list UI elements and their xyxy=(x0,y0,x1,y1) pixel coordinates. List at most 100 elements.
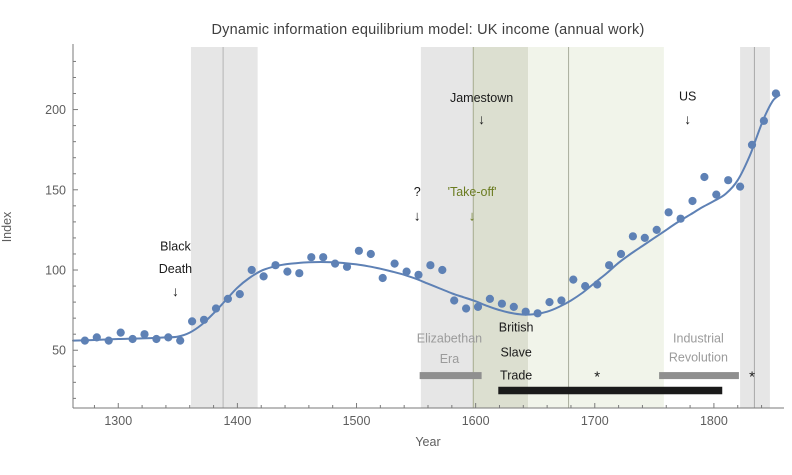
data-point xyxy=(116,328,125,337)
annotation-black-death: Black xyxy=(160,239,191,253)
data-point xyxy=(176,336,185,345)
data-point xyxy=(426,261,435,270)
data-point xyxy=(533,309,542,318)
data-point xyxy=(509,302,518,311)
x-tick-label: 1800 xyxy=(700,414,728,428)
data-point xyxy=(569,275,578,284)
annotation-arrow-question-mark: ↓ xyxy=(414,207,421,223)
x-tick-label: 1700 xyxy=(581,414,609,428)
data-point xyxy=(223,294,232,303)
data-point xyxy=(378,273,387,283)
data-point xyxy=(307,253,316,262)
elizabethan-era-bar xyxy=(419,372,482,380)
data-point xyxy=(712,190,721,199)
data-point xyxy=(319,253,328,262)
data-point xyxy=(628,232,638,241)
data-point xyxy=(188,317,197,326)
data-point xyxy=(104,336,113,345)
annotation-arrow-jamestown: ↓ xyxy=(478,111,485,127)
british-slave-trade-label-line2: Slave xyxy=(501,345,532,359)
british-slave-trade-bar xyxy=(498,386,723,395)
industrial-revolution-label-line1: Industrial xyxy=(673,332,724,346)
industrial-revolution-label-line2: Revolution xyxy=(669,351,728,365)
x-axis-label: Year xyxy=(415,435,441,449)
data-point xyxy=(450,296,459,305)
data-point xyxy=(545,298,554,307)
data-point xyxy=(747,140,757,149)
band-pre-1600-gray-band xyxy=(420,47,474,408)
y-tick-label: 50 xyxy=(52,344,66,358)
x-tick-label: 1300 xyxy=(104,414,132,428)
data-point xyxy=(664,208,673,217)
british-slave-trade-label-line1: British xyxy=(499,320,534,334)
data-point xyxy=(759,116,769,125)
data-point xyxy=(80,336,89,345)
data-point xyxy=(247,265,256,275)
data-point xyxy=(259,272,268,281)
data-point xyxy=(271,261,280,270)
x-tick-label: 1400 xyxy=(223,414,251,428)
data-point xyxy=(462,304,471,313)
model-curve xyxy=(72,94,781,342)
data-point xyxy=(342,262,352,271)
data-point xyxy=(295,269,304,278)
data-point xyxy=(92,333,101,342)
y-tick-label: 150 xyxy=(45,183,66,197)
annotation-arrow-take-off: ↓ xyxy=(469,207,476,223)
data-point xyxy=(390,259,399,268)
annotation-arrow-black-death: ↓ xyxy=(172,283,179,299)
data-point xyxy=(366,249,375,259)
data-point xyxy=(736,182,745,191)
data-point xyxy=(521,307,530,316)
data-point xyxy=(402,267,411,276)
data-point xyxy=(640,233,649,242)
data-point xyxy=(199,315,209,324)
y-tick-label: 200 xyxy=(45,103,66,117)
data-point xyxy=(557,296,566,305)
annotation-take-off: 'Take-off' xyxy=(448,185,497,199)
annotation-us: US xyxy=(679,89,696,103)
data-point xyxy=(354,246,363,255)
data-point xyxy=(605,261,614,270)
data-point xyxy=(235,290,244,299)
data-point xyxy=(676,214,685,223)
british-slave-trade-label-line3: Trade xyxy=(500,369,532,383)
elizabethan-era-label-line2: Era xyxy=(440,352,460,366)
annotation-black-death: Death xyxy=(159,262,192,276)
data-point xyxy=(497,299,506,308)
data-point xyxy=(688,196,697,206)
data-point xyxy=(473,302,483,311)
y-tick-label: 100 xyxy=(45,264,66,278)
chart-title: Dynamic information equilibrium model: U… xyxy=(211,22,645,38)
data-point xyxy=(485,294,494,303)
data-point xyxy=(152,334,161,344)
annotation-jamestown: Jamestown xyxy=(450,91,513,105)
x-tick-label: 1600 xyxy=(462,414,490,428)
annotation-question-mark: ? xyxy=(414,185,421,199)
data-point xyxy=(581,282,590,291)
band-transition-band-1380s xyxy=(190,47,258,408)
data-point xyxy=(652,225,661,234)
band-1600-1644-olive-band xyxy=(473,47,529,408)
data-point xyxy=(771,89,781,98)
data-point xyxy=(724,176,733,185)
asterisk-1830s: * xyxy=(749,369,755,386)
data-point xyxy=(140,330,149,339)
data-point xyxy=(128,334,137,344)
elizabethan-era-label-line1: Elizabethan xyxy=(417,332,482,346)
data-point xyxy=(211,304,221,313)
band-1644-1758-green-band xyxy=(528,47,664,408)
annotation-arrow-us: ↓ xyxy=(684,111,691,127)
data-point xyxy=(283,267,292,276)
y-axis-label: Index xyxy=(0,211,14,243)
data-point xyxy=(414,270,423,279)
data-point xyxy=(164,333,173,342)
asterisk-1700s: * xyxy=(594,369,600,386)
data-point xyxy=(593,280,602,289)
data-point xyxy=(438,265,447,275)
industrial-revolution-bar xyxy=(659,372,739,380)
x-tick-label: 1500 xyxy=(343,414,371,428)
data-point xyxy=(700,172,709,182)
